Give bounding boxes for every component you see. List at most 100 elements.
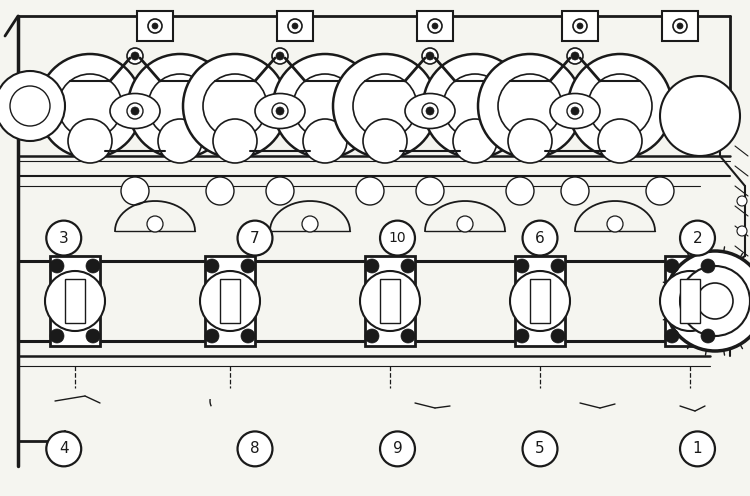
Circle shape: [205, 329, 219, 343]
Text: 6: 6: [536, 231, 544, 246]
Circle shape: [266, 177, 294, 205]
Bar: [662, 11, 698, 41]
Circle shape: [701, 259, 715, 273]
Circle shape: [46, 432, 81, 466]
Text: 9: 9: [393, 441, 402, 456]
Circle shape: [573, 19, 587, 33]
Bar: [137, 11, 173, 41]
Circle shape: [737, 196, 747, 206]
Circle shape: [148, 19, 162, 33]
Circle shape: [577, 23, 583, 29]
Circle shape: [183, 54, 287, 158]
Circle shape: [360, 271, 420, 331]
Circle shape: [380, 221, 415, 255]
Bar: [380, 279, 400, 323]
Bar: [365, 256, 415, 346]
Text: 10: 10: [388, 231, 406, 245]
Circle shape: [365, 329, 379, 343]
Circle shape: [0, 71, 65, 141]
Circle shape: [665, 259, 679, 273]
Circle shape: [453, 119, 497, 163]
Circle shape: [443, 74, 507, 138]
Bar: [220, 279, 240, 323]
Circle shape: [86, 259, 100, 273]
Circle shape: [272, 103, 288, 119]
Circle shape: [205, 259, 219, 273]
Circle shape: [665, 251, 750, 351]
Circle shape: [241, 329, 255, 343]
Circle shape: [293, 74, 357, 138]
Circle shape: [152, 23, 158, 29]
Circle shape: [58, 74, 122, 138]
Circle shape: [568, 54, 672, 158]
Circle shape: [148, 74, 212, 138]
Circle shape: [416, 177, 444, 205]
Circle shape: [737, 226, 747, 236]
Circle shape: [273, 54, 377, 158]
Circle shape: [276, 107, 284, 115]
Bar: [205, 256, 255, 346]
Circle shape: [401, 329, 415, 343]
Circle shape: [673, 19, 687, 33]
Circle shape: [432, 23, 438, 29]
Circle shape: [523, 221, 557, 255]
Circle shape: [86, 329, 100, 343]
Ellipse shape: [110, 94, 160, 128]
Bar: [277, 11, 313, 41]
Circle shape: [478, 54, 582, 158]
Ellipse shape: [550, 94, 600, 128]
Circle shape: [701, 329, 715, 343]
Ellipse shape: [405, 94, 455, 128]
Bar: [665, 256, 715, 346]
Circle shape: [426, 107, 434, 115]
Circle shape: [46, 221, 81, 255]
Circle shape: [515, 259, 529, 273]
Circle shape: [238, 221, 272, 255]
Circle shape: [680, 432, 715, 466]
Circle shape: [131, 107, 139, 115]
Text: 8: 8: [251, 441, 260, 456]
Circle shape: [506, 177, 534, 205]
Circle shape: [422, 48, 438, 64]
Bar: [515, 256, 565, 346]
Circle shape: [158, 119, 202, 163]
Bar: [65, 279, 85, 323]
Circle shape: [68, 119, 112, 163]
Circle shape: [697, 283, 733, 319]
Text: 1: 1: [693, 441, 702, 456]
Circle shape: [646, 177, 674, 205]
Circle shape: [38, 54, 142, 158]
Circle shape: [45, 271, 105, 331]
Circle shape: [567, 48, 583, 64]
Text: 4: 4: [59, 441, 68, 456]
Circle shape: [457, 216, 473, 232]
Circle shape: [128, 54, 232, 158]
Circle shape: [428, 19, 442, 33]
Circle shape: [551, 329, 565, 343]
Circle shape: [680, 266, 750, 336]
Circle shape: [238, 432, 272, 466]
Circle shape: [523, 432, 557, 466]
Bar: [417, 11, 453, 41]
Circle shape: [302, 216, 318, 232]
Circle shape: [588, 74, 652, 138]
Circle shape: [206, 177, 234, 205]
Circle shape: [423, 54, 527, 158]
Circle shape: [147, 216, 163, 232]
Circle shape: [508, 119, 552, 163]
Bar: [50, 256, 100, 346]
Circle shape: [203, 74, 267, 138]
Circle shape: [241, 259, 255, 273]
Circle shape: [660, 271, 720, 331]
Circle shape: [213, 119, 257, 163]
Circle shape: [401, 259, 415, 273]
Bar: [562, 11, 598, 41]
Ellipse shape: [255, 94, 305, 128]
Circle shape: [50, 329, 64, 343]
Circle shape: [10, 86, 50, 126]
Circle shape: [510, 271, 570, 331]
Circle shape: [131, 52, 139, 60]
Circle shape: [571, 107, 579, 115]
Circle shape: [426, 52, 434, 60]
Circle shape: [422, 103, 438, 119]
